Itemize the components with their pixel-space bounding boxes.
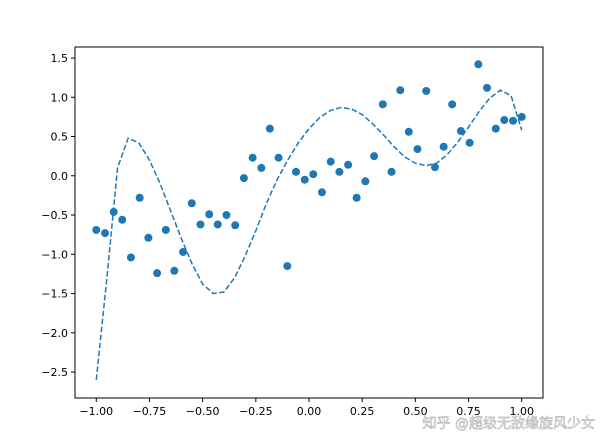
y-tick-label: −2.5	[41, 366, 68, 379]
scatter-point	[378, 100, 387, 109]
scatter-point	[326, 157, 335, 166]
scatter-point	[491, 124, 500, 133]
scatter-point	[509, 116, 518, 125]
scatter-point	[474, 60, 483, 69]
scatter-point	[187, 199, 196, 208]
y-tick-label: 0.5	[51, 131, 69, 144]
y-tick-label: 1.0	[51, 91, 69, 104]
scatter-point	[222, 211, 231, 220]
scatter-point	[153, 269, 162, 278]
scatter-point	[126, 253, 135, 262]
watermark: 知乎 @超级无敌缘旋风少女	[423, 415, 595, 432]
scatter-point	[196, 220, 205, 229]
scatter-point	[317, 188, 326, 197]
scatter-point	[239, 174, 248, 183]
scatter-point	[335, 167, 344, 176]
x-tick-label: 0.00	[297, 405, 322, 418]
x-tick-label: −0.50	[186, 405, 220, 418]
x-tick-label: −0.75	[133, 405, 167, 418]
scatter-point	[144, 233, 153, 242]
y-tick-label: −0.5	[41, 209, 68, 222]
scatter-point	[248, 153, 257, 162]
y-tick-label: −2.0	[41, 327, 68, 340]
scatter-point	[404, 127, 413, 136]
scatter-point	[257, 163, 266, 172]
axes-frame	[74, 46, 544, 399]
x-tick-label: 1.00	[509, 405, 534, 418]
scatter-point	[430, 163, 439, 172]
y-tick-label: −1.0	[41, 248, 68, 261]
scatter-point	[370, 152, 379, 161]
x-tick-label: −1.00	[79, 405, 113, 418]
scatter-point	[179, 247, 188, 256]
scatter-point	[439, 142, 448, 151]
scatter-point	[465, 138, 474, 147]
scatter-point	[283, 262, 292, 271]
scatter-point	[292, 167, 301, 176]
scatter-point	[352, 193, 361, 202]
scatter-point	[413, 145, 422, 154]
scatter-point	[231, 221, 240, 230]
scatter-point	[300, 175, 309, 184]
scatter-point	[161, 225, 170, 234]
scatter-point	[274, 153, 283, 162]
scatter-point	[456, 127, 465, 136]
y-tick-label: 0.0	[51, 170, 69, 183]
y-tick-label: 1.5	[51, 52, 69, 65]
scatter-point	[387, 167, 396, 176]
x-tick-label: 0.25	[350, 405, 375, 418]
scatter-point	[100, 229, 109, 238]
scatter-point	[205, 210, 214, 219]
scatter-point	[422, 86, 431, 95]
x-tick-label: 0.75	[456, 405, 481, 418]
scatter-point	[170, 266, 179, 275]
scatter-point	[135, 193, 144, 202]
fit-line	[95, 89, 523, 381]
scatter-point	[309, 170, 318, 179]
scatter-point	[483, 83, 492, 92]
scatter-point	[265, 124, 274, 133]
scatter-point	[500, 116, 509, 125]
y-tick-label: −1.5	[41, 288, 68, 301]
scatter-point	[396, 86, 405, 95]
x-tick-label: 0.50	[403, 405, 428, 418]
x-tick-label: −0.25	[239, 405, 273, 418]
scatter-point	[118, 215, 127, 224]
scatter-point	[213, 220, 222, 229]
scatter-point	[448, 100, 457, 109]
scatter-point	[344, 160, 353, 169]
scatter-point	[92, 225, 101, 234]
scatter-point	[361, 177, 370, 186]
scatter-point	[517, 112, 526, 121]
